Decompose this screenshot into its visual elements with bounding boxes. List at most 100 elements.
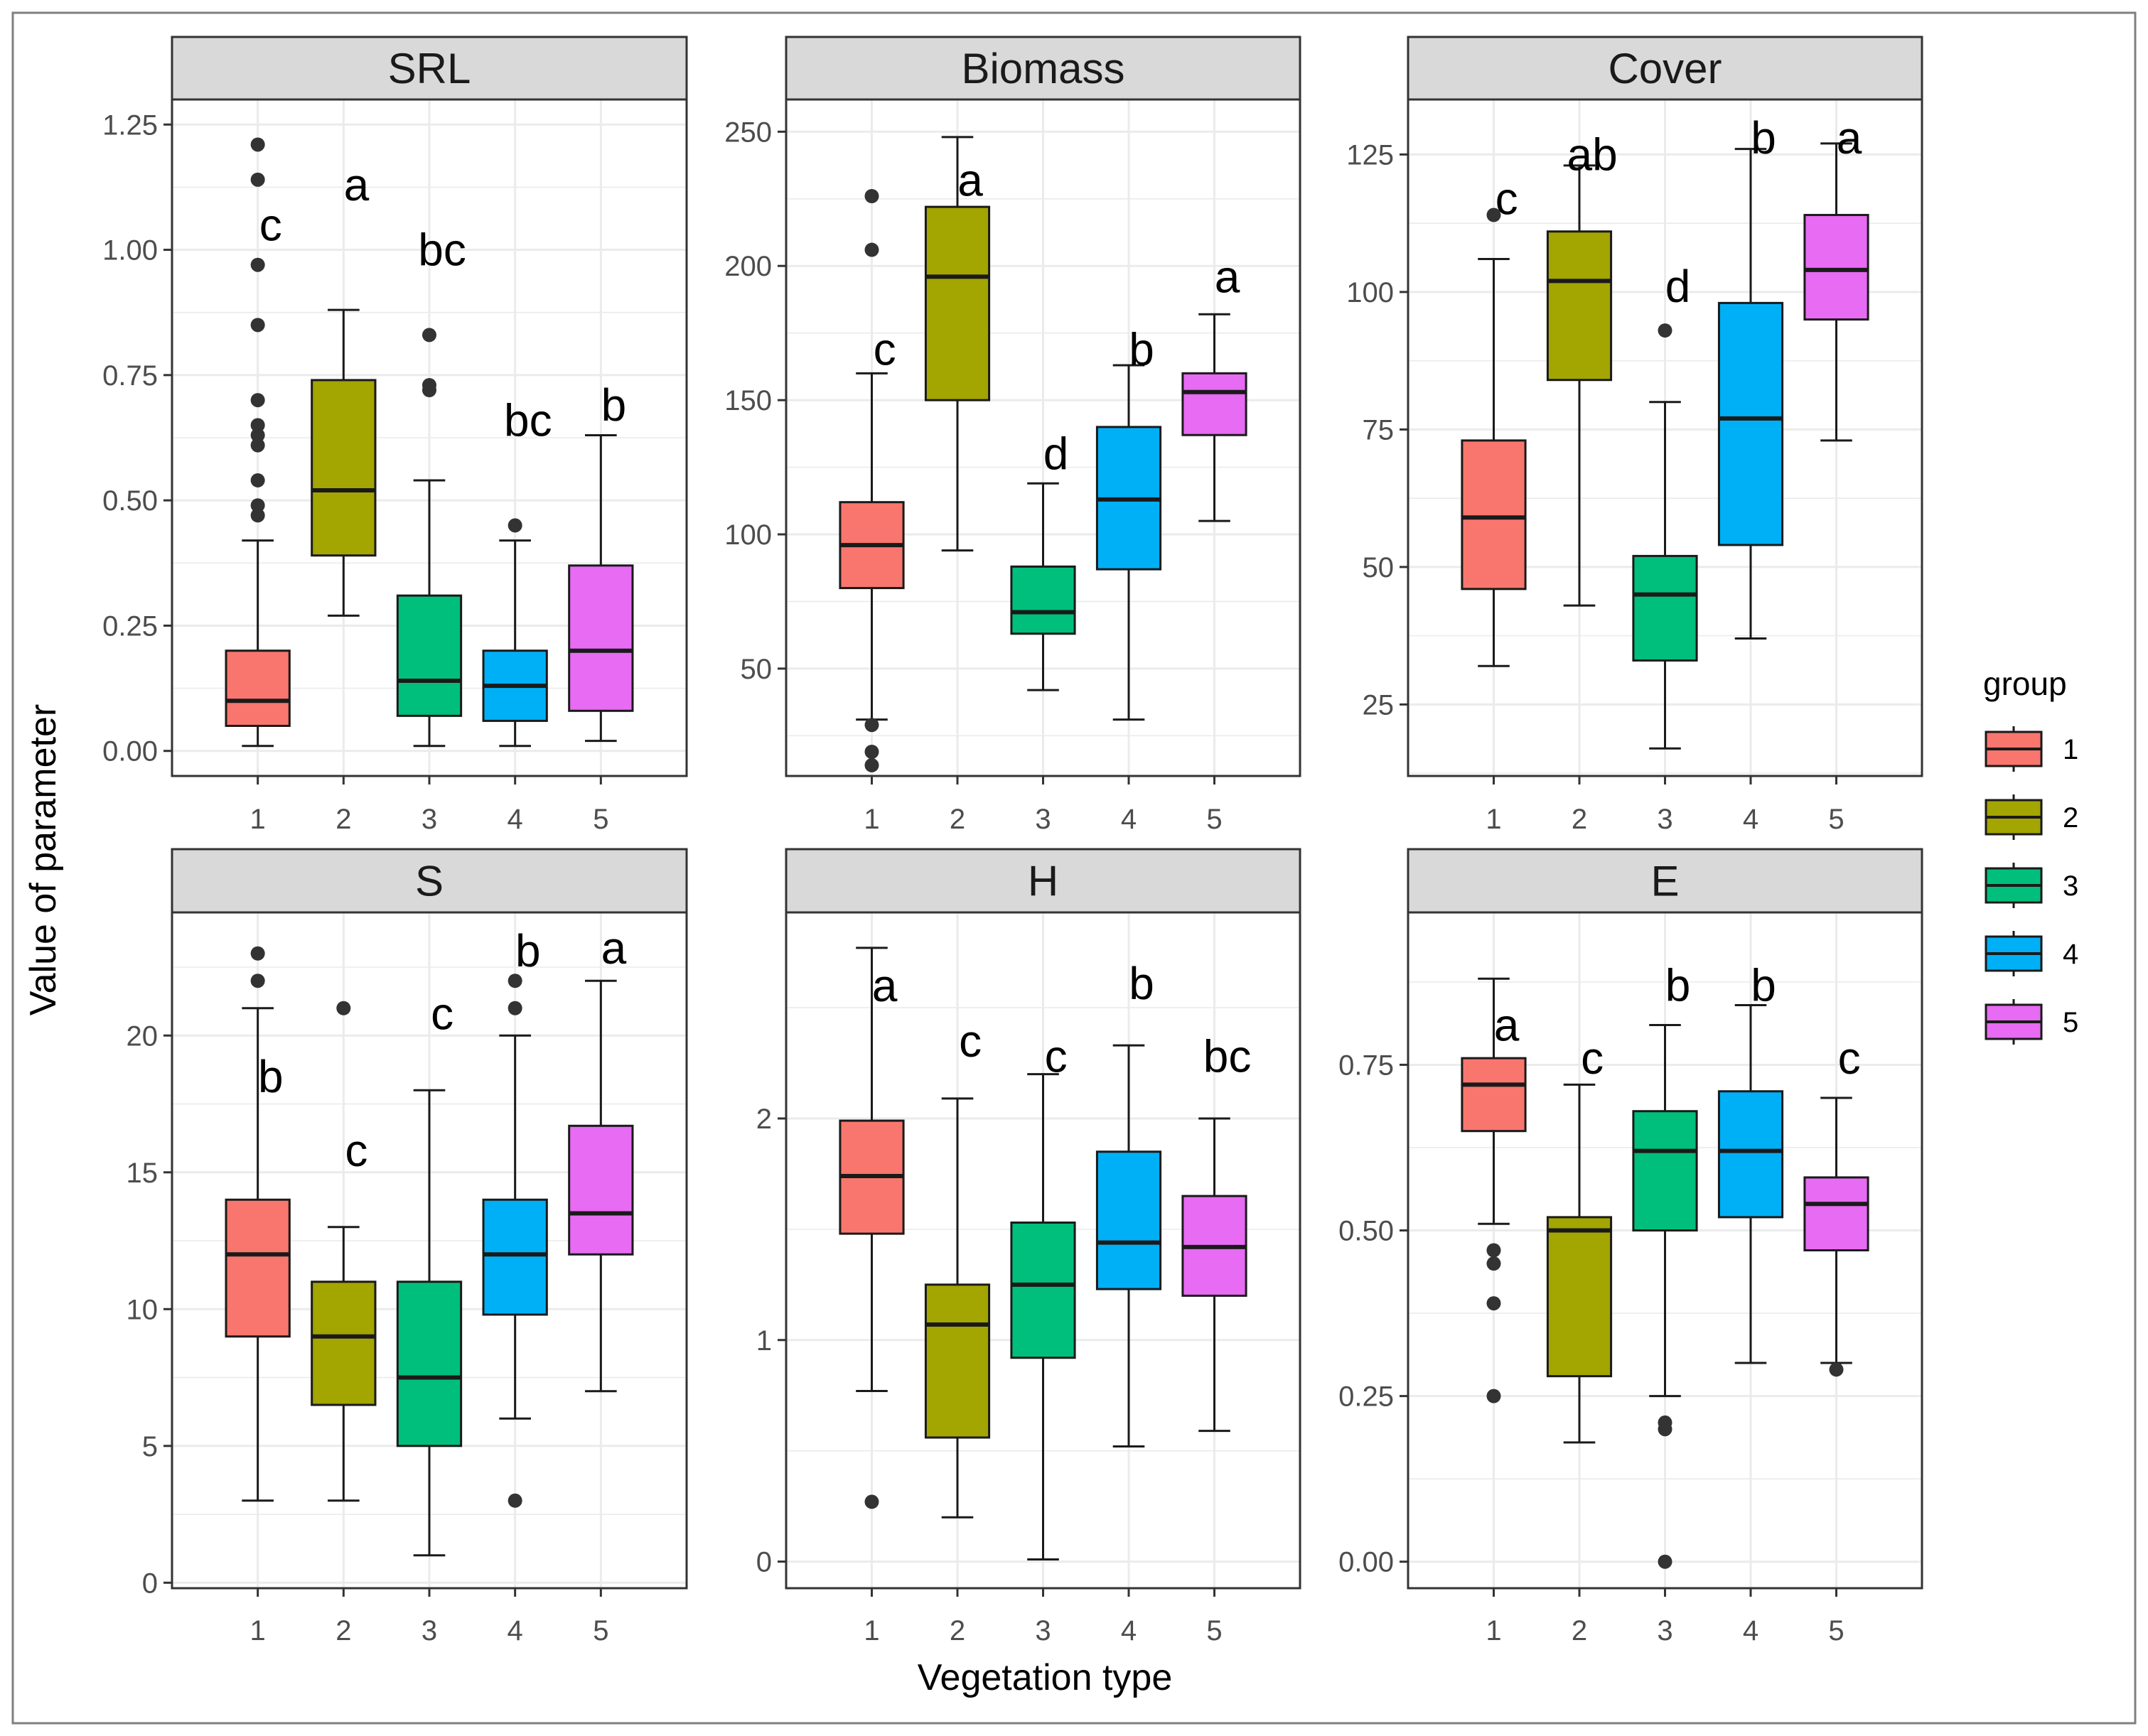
legend-items: 1 2 3 4 5 bbox=[1985, 726, 2078, 1045]
outlier-point bbox=[250, 418, 265, 433]
significance-letter: a bbox=[1837, 112, 1862, 163]
outer-frame bbox=[11, 11, 2137, 1725]
legend-label: 2 bbox=[2063, 802, 2078, 834]
significance-letter: d bbox=[1043, 428, 1069, 480]
significance-letter: b bbox=[1129, 958, 1154, 1009]
strip-title: Cover bbox=[1608, 45, 1722, 92]
strip-background bbox=[1407, 36, 1923, 101]
outlier-point bbox=[336, 1001, 351, 1015]
y-tick-label: 0.75 bbox=[1338, 1050, 1394, 1081]
outlier-point bbox=[864, 189, 879, 203]
box-iqr bbox=[1717, 1090, 1784, 1219]
significance-letter: b bbox=[1751, 960, 1776, 1011]
outlier-point bbox=[250, 473, 265, 487]
significance-letter: c bbox=[1581, 1033, 1604, 1084]
significance-letter: c bbox=[1045, 1031, 1068, 1082]
box-e-group-3: b bbox=[1632, 960, 1698, 1569]
significance-letter: a bbox=[872, 960, 898, 1011]
outlier-point bbox=[422, 377, 436, 392]
y-tick-label: 200 bbox=[724, 251, 772, 282]
outlier-point bbox=[864, 718, 879, 733]
box-iqr bbox=[225, 649, 291, 727]
significance-letter: c bbox=[431, 988, 453, 1039]
y-tick-label: 0.50 bbox=[1338, 1216, 1394, 1247]
significance-letter: a bbox=[957, 154, 983, 205]
outlier-point bbox=[1486, 207, 1501, 222]
box-h-group-4: b bbox=[1095, 958, 1162, 1447]
legend-item-3: 3 bbox=[1985, 863, 2078, 908]
x-tick-label: 2 bbox=[1572, 1615, 1587, 1646]
box-iqr bbox=[1803, 1176, 1869, 1251]
y-tick-label: 0.50 bbox=[102, 485, 158, 517]
box-cover-group-5: a bbox=[1803, 112, 1869, 442]
panel-cover: 25 50 75 100 125 1 2 3 4 5 cab d b a Cover bbox=[1346, 36, 1923, 835]
box-iqr bbox=[1461, 439, 1527, 591]
x-tick-label: 1 bbox=[250, 804, 266, 835]
y-tick-label: 0.00 bbox=[102, 736, 158, 767]
significance-letter: b bbox=[601, 379, 627, 431]
outlier-point bbox=[508, 974, 522, 988]
panel-e: 0.00 0.25 0.50 0.75 1 2 3 4 5 a c b b c E bbox=[1338, 848, 1923, 1646]
strip-background bbox=[785, 36, 1301, 101]
outlier-point bbox=[250, 498, 265, 513]
box-iqr bbox=[311, 379, 377, 557]
significance-letter: a bbox=[1494, 1000, 1520, 1051]
y-tick-label: 75 bbox=[1363, 414, 1395, 446]
y-tick-label: 0.00 bbox=[1338, 1547, 1394, 1578]
y-tick-label: 1 bbox=[756, 1325, 772, 1357]
box-iqr bbox=[1546, 230, 1613, 382]
panel-biomass: 50 100 150 200 250 1 2 3 4 5 c a d b a Biomass bbox=[724, 36, 1301, 835]
box-iqr bbox=[924, 1283, 991, 1439]
strip-title: H bbox=[1028, 858, 1058, 905]
outlier-point bbox=[250, 946, 265, 961]
box-s-group-2: c bbox=[311, 1001, 377, 1502]
outlier-point bbox=[250, 172, 265, 187]
outlier-point bbox=[864, 242, 879, 257]
x-tick-label: 3 bbox=[1657, 1615, 1672, 1646]
significance-letter: a bbox=[601, 922, 627, 974]
box-iqr bbox=[1632, 554, 1698, 662]
x-tick-label: 4 bbox=[1121, 1615, 1137, 1646]
y-tick-label: 2 bbox=[756, 1104, 772, 1135]
box-h-group-3: c bbox=[1010, 1031, 1076, 1560]
box-cover-group-4: b bbox=[1717, 112, 1784, 640]
y-tick-label: 0 bbox=[756, 1547, 772, 1578]
x-tick-label: 2 bbox=[335, 1615, 351, 1646]
x-tick-label: 5 bbox=[1206, 1615, 1222, 1646]
box-iqr bbox=[1546, 1216, 1613, 1378]
x-tick-label: 5 bbox=[593, 804, 608, 835]
y-tick-label: 250 bbox=[724, 117, 772, 148]
legend-title: group bbox=[1983, 665, 2067, 702]
box-h-group-5: bc bbox=[1181, 1031, 1251, 1433]
outlier-point bbox=[250, 318, 265, 333]
box-srl-group-2: a bbox=[311, 159, 377, 617]
outlier-point bbox=[1486, 1243, 1501, 1258]
box-h-group-1: a bbox=[839, 947, 905, 1509]
significance-letter: d bbox=[1665, 261, 1691, 312]
legend-item-1: 1 bbox=[1985, 726, 2078, 772]
box-iqr bbox=[1717, 301, 1784, 546]
significance-letter: c bbox=[874, 323, 896, 374]
panel-h: 0 1 2 1 2 3 4 5 a c c bbc H bbox=[756, 848, 1301, 1646]
legend-label: 4 bbox=[2063, 939, 2078, 970]
box-biomass-group-5: a bbox=[1181, 251, 1247, 522]
significance-letter: b bbox=[1751, 112, 1776, 163]
x-axis-title: Vegetation type bbox=[918, 1657, 1173, 1698]
box-s-group-4: b bbox=[482, 925, 548, 1508]
strip-title: SRL bbox=[388, 45, 471, 92]
significance-letter: c bbox=[259, 199, 282, 250]
y-tick-label: 150 bbox=[724, 385, 772, 416]
y-tick-label: 0.25 bbox=[1338, 1381, 1394, 1413]
panel-s: 0 5 10 15 20 1 2 3 4 5 b c c b a S bbox=[127, 848, 688, 1646]
significance-letter: ab bbox=[1567, 129, 1617, 180]
y-tick-label: 100 bbox=[1346, 277, 1394, 308]
box-biomass-group-3: d bbox=[1010, 428, 1076, 691]
box-iqr bbox=[1010, 1222, 1076, 1359]
x-tick-label: 1 bbox=[864, 1615, 879, 1646]
y-tick-label: 20 bbox=[127, 1020, 159, 1052]
box-srl-group-3: bc bbox=[396, 225, 466, 748]
strip-title: Biomass bbox=[961, 45, 1124, 92]
y-tick-label: 15 bbox=[127, 1158, 159, 1189]
outlier-point bbox=[250, 137, 265, 152]
